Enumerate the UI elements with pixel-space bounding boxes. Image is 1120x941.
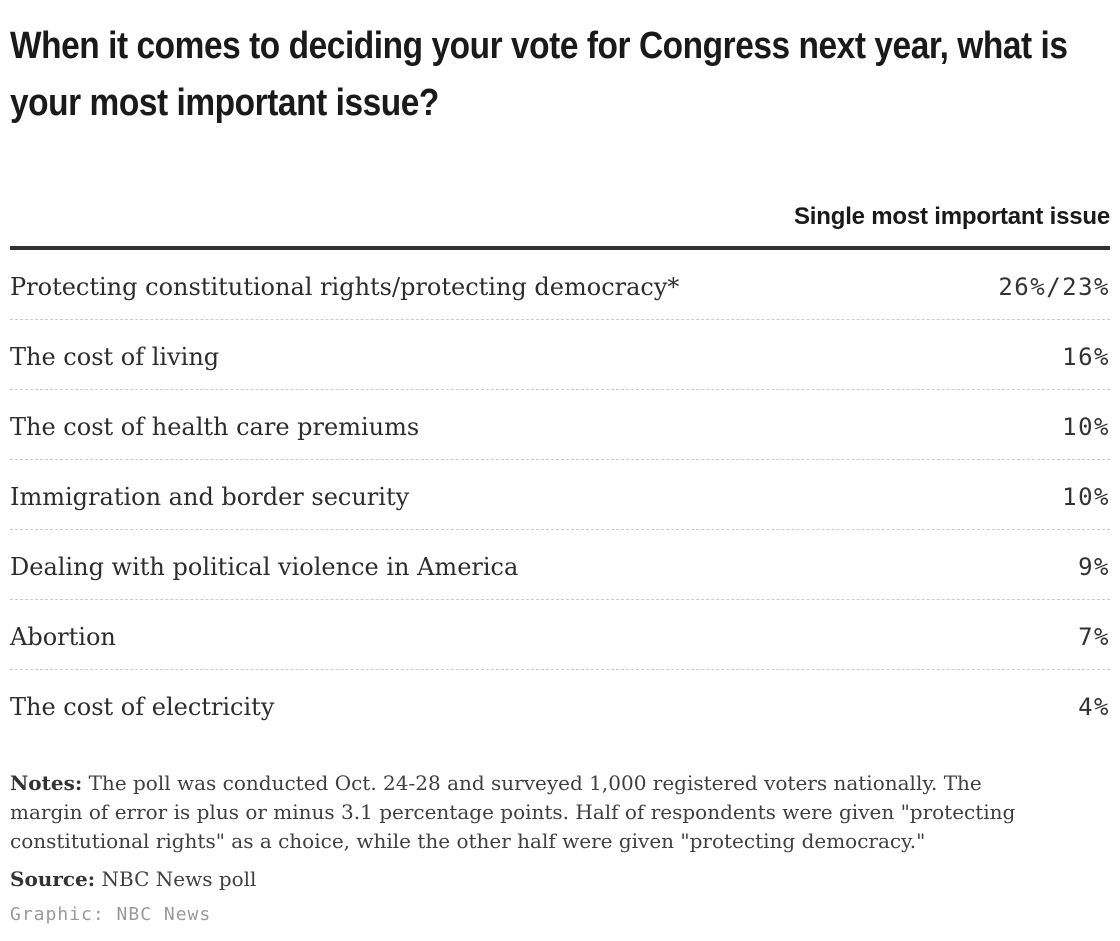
poll-table-graphic: When it comes to deciding your vote for … (0, 18, 1120, 928)
issue-value: 10% (1062, 483, 1110, 511)
table-row: Immigration and border security 10% (10, 459, 1110, 529)
notes-body: The poll was conducted Oct. 24-28 and su… (10, 771, 1016, 853)
issue-label: Dealing with political violence in Ameri… (10, 553, 519, 581)
issue-label: The cost of electricity (10, 693, 275, 721)
table-row: The cost of living 16% (10, 319, 1110, 389)
issue-label: Protecting constitutional rights/protect… (10, 273, 680, 301)
chart-footer: Notes: The poll was conducted Oct. 24-28… (10, 769, 1110, 928)
notes-label: Notes: (10, 771, 83, 795)
table-row: Abortion 7% (10, 599, 1110, 669)
source-label: Source: (10, 867, 96, 891)
table-row: The cost of health care premiums 10% (10, 389, 1110, 459)
table-row: Dealing with political violence in Ameri… (10, 529, 1110, 599)
issue-value: 16% (1062, 343, 1110, 371)
issue-label: The cost of living (10, 343, 220, 371)
table-row: The cost of electricity 4% (10, 669, 1110, 739)
chart-title: When it comes to deciding your vote for … (10, 25, 1068, 124)
value-column-header: Single most important issue (794, 203, 1110, 230)
issue-value: 7% (1078, 623, 1110, 651)
source-text: Source: NBC News poll (10, 865, 1110, 894)
issue-label: Immigration and border security (10, 483, 410, 511)
graphic-credit: Graphic: NBC News (10, 904, 212, 925)
table-header-row: Single most important issue (10, 202, 1110, 250)
issue-label: Abortion (10, 623, 116, 651)
notes-text: Notes: The poll was conducted Oct. 24-28… (10, 769, 1055, 856)
issue-label: The cost of health care premiums (10, 413, 420, 441)
issues-table: Single most important issue Protecting c… (10, 202, 1110, 739)
source-body: NBC News poll (95, 867, 257, 891)
issue-value: 26%/23% (998, 273, 1110, 301)
table-row: Protecting constitutional rights/protect… (10, 250, 1110, 319)
issue-value: 4% (1078, 693, 1110, 721)
issue-value: 9% (1078, 553, 1110, 581)
issue-value: 10% (1062, 413, 1110, 441)
